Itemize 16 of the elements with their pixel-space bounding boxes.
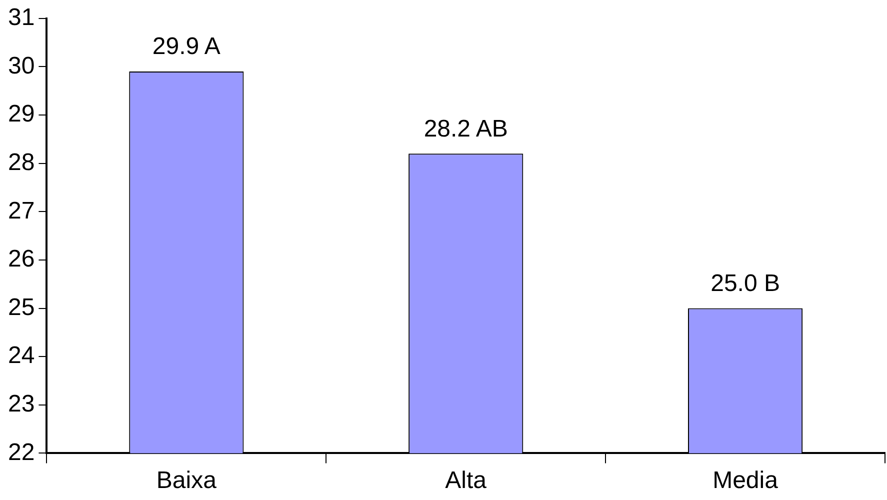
y-tick-label: 31 <box>8 4 35 32</box>
data-label: 25.0 B <box>710 270 780 297</box>
y-tick-label: 24 <box>8 342 35 370</box>
y-tick-label: 29 <box>8 100 35 128</box>
y-tick-label: 25 <box>8 294 35 321</box>
y-tick-label: 28 <box>8 148 35 176</box>
y-tick-label: 26 <box>8 246 35 273</box>
y-tick-label: 30 <box>8 52 35 80</box>
x-tick-label: Alta <box>445 467 488 494</box>
x-tick-label: Baixa <box>156 467 218 494</box>
data-label: 29.9 A <box>152 33 220 60</box>
x-tick-label: Media <box>712 467 779 494</box>
y-tick-label: 22 <box>8 438 35 466</box>
y-tick-label: 27 <box>8 197 35 224</box>
y-tick-label: 23 <box>8 390 35 418</box>
data-label: 28.2 AB <box>424 115 508 142</box>
